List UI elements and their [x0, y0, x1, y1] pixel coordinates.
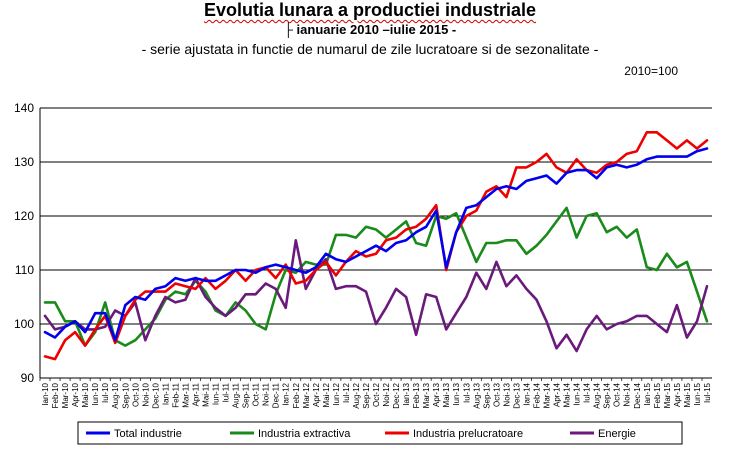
x-tick-label: Mai-14	[563, 382, 572, 407]
x-tick-label: Oct-10	[131, 382, 140, 407]
x-tick-label: Feb-11	[171, 382, 180, 407]
x-tick-label: Apr-13	[432, 382, 441, 407]
x-tick-label: Oct-14	[613, 382, 622, 407]
x-tick-label: Aug-14	[593, 382, 602, 408]
x-tick-label: Noi-13	[502, 382, 511, 406]
y-tick-label: 140	[14, 101, 34, 115]
x-tick-label: Apr-14	[553, 382, 562, 407]
x-tick-label: Sep-13	[482, 382, 491, 408]
chart-subtitle: ├ ianuarie 2010 –iulie 2015 -	[0, 22, 740, 37]
x-tick-label: Iul-11	[222, 382, 231, 402]
x-tick-label: Iun-14	[573, 382, 582, 405]
x-tick-label: Aug-12	[352, 382, 361, 408]
x-tick-label: Dec-13	[512, 382, 521, 408]
y-tick-label: 100	[14, 317, 34, 331]
x-tick-label: Dec-14	[633, 382, 642, 408]
y-tick-label: 120	[14, 209, 34, 223]
x-tick-label: Sep-10	[121, 382, 130, 408]
legend-label: Energie	[598, 428, 636, 440]
x-tick-label: Iun-13	[452, 382, 461, 405]
gridlines	[39, 107, 712, 379]
x-tick-label: Mai-13	[442, 382, 451, 407]
series-line-industria-prelucratoare	[43, 131, 709, 361]
x-tick-label: Feb-15	[653, 382, 662, 408]
legend-box	[77, 421, 683, 445]
x-tick-label: Ian-14	[522, 382, 531, 405]
x-tick-label: Ian-15	[643, 382, 652, 405]
x-tick-label: Oct-11	[252, 382, 261, 406]
x-tick-label: Mai-10	[81, 382, 90, 407]
x-tick-label: Mai-12	[322, 382, 331, 407]
x-tick-label: Aug-13	[472, 382, 481, 408]
x-tick-label: Apr-11	[191, 382, 200, 406]
x-tick-label: Iul-12	[342, 382, 351, 403]
x-tick-label: Feb-13	[412, 382, 421, 408]
x-tick-label: Mar-11	[181, 382, 190, 407]
x-tick-label: Iun-15	[693, 382, 702, 405]
x-tick-label: Dec-10	[151, 382, 160, 408]
x-tick-label: Iun-10	[91, 382, 100, 405]
y-tick-label: 90	[21, 371, 35, 385]
x-tick-label: Aug-10	[111, 382, 120, 408]
x-tick-label: Dec-12	[392, 382, 401, 408]
x-tick-label: Iul-14	[583, 382, 592, 403]
x-tick-label: Aug-11	[232, 382, 241, 408]
legend-label: Total industrie	[114, 428, 182, 440]
x-tick-label: Noi-10	[141, 382, 150, 406]
x-tick-label: Feb-10	[51, 382, 60, 408]
x-tick-label: Apr-12	[312, 382, 321, 407]
chart-title: Evolutia lunara a productiei industriale	[203, 0, 537, 20]
legend-label: Industria extractiva	[258, 428, 351, 440]
chart-description: - serie ajustata in functie de numarul d…	[141, 41, 599, 57]
x-tick-label: Iun-12	[332, 382, 341, 405]
x-tick-label: Mar-15	[663, 382, 672, 408]
x-tick-label: Feb-12	[292, 382, 301, 408]
base-year-note: 2010=100	[624, 64, 678, 78]
x-tick-label: Oct-12	[372, 382, 381, 407]
series-lines	[43, 131, 709, 361]
legend: Total industrie Industria extractiva Indus…	[77, 421, 683, 445]
series-line-total-industrie	[43, 147, 709, 342]
x-tick-label: Apr-15	[673, 382, 682, 407]
y-tick-label: 130	[14, 155, 34, 169]
x-tick-label: Mar-14	[543, 382, 552, 408]
x-tick-label: Noi-14	[623, 382, 632, 406]
x-tick-label: Mar-13	[422, 382, 431, 408]
x-tick-label: Iul-15	[703, 382, 712, 403]
x-tick-label: Iul-10	[101, 382, 110, 403]
x-tick-label: Ian-11	[161, 382, 170, 405]
series-line-energie	[43, 239, 709, 353]
legend-label: Industria prelucratoare	[413, 428, 523, 440]
x-tick-label: Noi-11	[262, 382, 271, 406]
x-tick-label: Iul-13	[462, 382, 471, 403]
x-tick-label: Mar-12	[302, 382, 311, 408]
x-tick-label: Iun-11	[212, 382, 221, 405]
x-tick-label: Mai-11	[201, 382, 210, 406]
x-tick-label: Dec-11	[272, 382, 281, 408]
x-tick-label: Mai-15	[683, 382, 692, 407]
y-axis-ticks: 90 100 110 120 130 140	[14, 101, 34, 385]
x-tick-label: Apr-10	[71, 382, 80, 407]
x-tick-label: Sep-14	[603, 382, 612, 408]
x-tick-label: Ian-12	[282, 382, 291, 405]
x-axis-ticks: Ian-10 Feb-10 Mar-10 Apr-10 Mai-10 Iun-10 Iul-…	[39, 378, 712, 409]
y-tick-label: 110	[15, 263, 34, 277]
x-tick-label: Oct-13	[492, 382, 501, 407]
x-tick-label: Ian-10	[41, 382, 50, 405]
x-tick-label: Mar-10	[61, 382, 70, 408]
subtitle-marker: ├	[283, 22, 297, 37]
x-tick-label: Sep-12	[362, 382, 371, 408]
x-tick-label: Noi-12	[382, 382, 391, 406]
subtitle-text: ianuarie 2010 –iulie 2015 -	[296, 22, 457, 37]
x-tick-label: Sep-11	[242, 382, 251, 408]
x-tick-label: Feb-14	[532, 382, 541, 408]
x-tick-label: Ian-13	[402, 382, 411, 405]
